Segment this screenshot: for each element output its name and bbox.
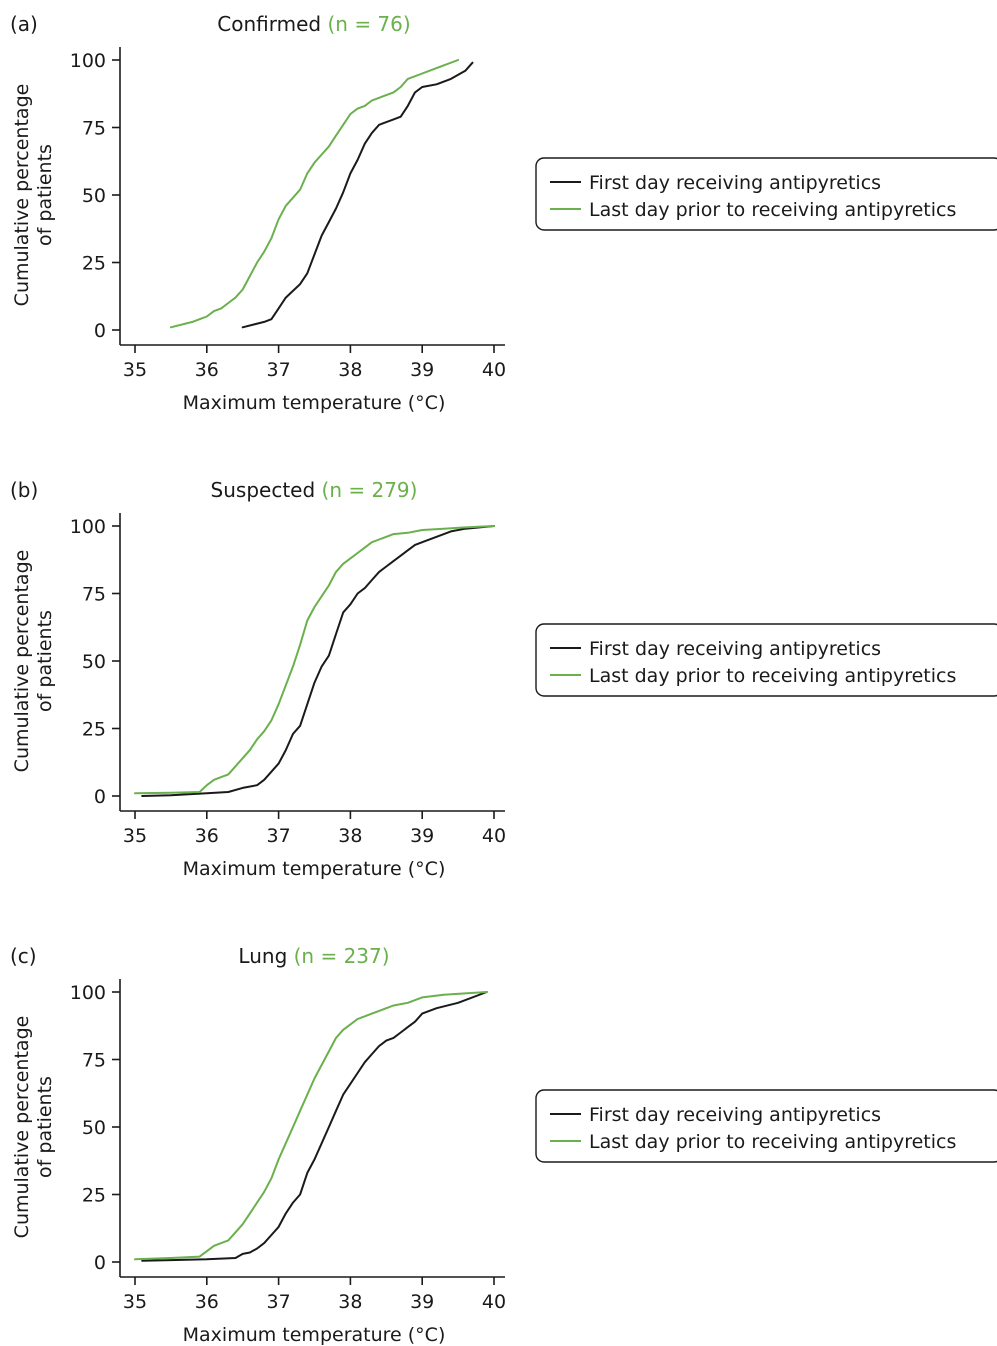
y-tick-label: 100 <box>70 516 106 538</box>
y-tick-label: 50 <box>82 185 106 207</box>
legend-label-last-day: Last day prior to receiving antipyretics <box>589 665 956 687</box>
chart-panel-b: (b) Suspected (n = 279) 0 25 50 75 100 35 36 37 38… <box>10 478 997 880</box>
y-axis-label-line: Cumulative percentage <box>11 84 33 307</box>
series-line-first-day <box>141 525 495 797</box>
series-line-last-day <box>134 525 495 795</box>
series-line-first-day <box>141 991 488 1262</box>
y-axis-label-line: of patients <box>34 610 56 712</box>
y-tick-label: 50 <box>82 651 106 673</box>
y-tick-label: 75 <box>82 1050 106 1072</box>
y-axis-label-line: of patients <box>34 1076 56 1178</box>
x-tick-label: 36 <box>195 825 219 847</box>
panel-label: (a) <box>10 12 38 36</box>
x-tick-label: 40 <box>482 359 506 381</box>
x-tick-label: 36 <box>195 1291 219 1313</box>
x-tick-label: 40 <box>482 1291 506 1313</box>
x-tick-label: 37 <box>267 359 291 381</box>
chart-title-text: Suspected <box>211 478 322 502</box>
series-line-last-day <box>134 991 488 1261</box>
series-line-first-day <box>241 61 474 329</box>
y-tick-label: 75 <box>82 584 106 606</box>
y-tick-label: 0 <box>94 786 106 808</box>
chart-title: Lung (n = 237) <box>238 944 389 968</box>
y-tick-label: 25 <box>82 719 106 741</box>
x-tick-label: 35 <box>123 1291 147 1313</box>
x-tick-label: 35 <box>123 359 147 381</box>
y-tick-label: 75 <box>82 118 106 140</box>
y-axis-label: Cumulative percentageof patients <box>11 1016 56 1239</box>
y-axis-label-line: Cumulative percentage <box>11 1016 33 1239</box>
x-tick-label: 39 <box>410 1291 434 1313</box>
chart-title: Suspected (n = 279) <box>211 478 418 502</box>
legend-label-last-day: Last day prior to receiving antipyretics <box>589 199 956 221</box>
legend-label-first-day: First day receiving antipyretics <box>589 172 881 194</box>
chart-title-text: Lung <box>238 944 293 968</box>
chart-panel-c: (c) Lung (n = 237) 0 25 50 75 100 35 36 37 38 39 40 M… <box>10 944 997 1346</box>
series-line-last-day <box>169 59 460 329</box>
legend-label-last-day: Last day prior to receiving antipyretics <box>589 1131 956 1153</box>
chart-title: Confirmed (n = 76) <box>217 12 410 36</box>
legend-label-first-day: First day receiving antipyretics <box>589 638 881 660</box>
x-tick-label: 39 <box>410 825 434 847</box>
x-axis-label: Maximum temperature (°C) <box>183 858 446 880</box>
y-tick-label: 25 <box>82 1185 106 1207</box>
legend: First day receiving antipyretics Last day… <box>535 623 997 697</box>
x-tick-label: 35 <box>123 825 147 847</box>
chart-title-n: (n = 279) <box>322 478 418 502</box>
x-tick-label: 37 <box>267 1291 291 1313</box>
legend-box <box>535 157 997 231</box>
legend: First day receiving antipyretics Last day… <box>535 157 997 231</box>
legend-box <box>535 623 997 697</box>
y-tick-label: 25 <box>82 253 106 275</box>
legend: First day receiving antipyretics Last day… <box>535 1089 997 1163</box>
x-tick-label: 38 <box>338 359 362 381</box>
y-tick-label: 0 <box>94 320 106 342</box>
y-tick-label: 50 <box>82 1117 106 1139</box>
y-axis-label-line: of patients <box>34 144 56 246</box>
x-tick-label: 40 <box>482 825 506 847</box>
chart-panel-a: (a) Confirmed (n = 76) 0 25 50 75 100 35 36 37 38 3… <box>10 12 997 414</box>
panel-label: (b) <box>10 478 38 502</box>
y-axis-label: Cumulative percentageof patients <box>11 550 56 773</box>
panel-label: (c) <box>10 944 37 968</box>
y-tick-label: 0 <box>94 1252 106 1274</box>
x-tick-label: 38 <box>338 1291 362 1313</box>
x-axis-label: Maximum temperature (°C) <box>183 1324 446 1346</box>
x-tick-label: 37 <box>267 825 291 847</box>
x-tick-label: 39 <box>410 359 434 381</box>
chart-title-text: Confirmed <box>217 12 327 36</box>
x-tick-label: 38 <box>338 825 362 847</box>
y-tick-label: 100 <box>70 50 106 72</box>
x-tick-label: 36 <box>195 359 219 381</box>
y-axis-label: Cumulative percentageof patients <box>11 84 56 307</box>
y-axis-label-line: Cumulative percentage <box>11 550 33 773</box>
y-tick-label: 100 <box>70 982 106 1004</box>
legend-label-first-day: First day receiving antipyretics <box>589 1104 881 1126</box>
chart-title-n: (n = 237) <box>294 944 390 968</box>
chart-title-n: (n = 76) <box>327 12 410 36</box>
legend-box <box>535 1089 997 1163</box>
x-axis-label: Maximum temperature (°C) <box>183 392 446 414</box>
